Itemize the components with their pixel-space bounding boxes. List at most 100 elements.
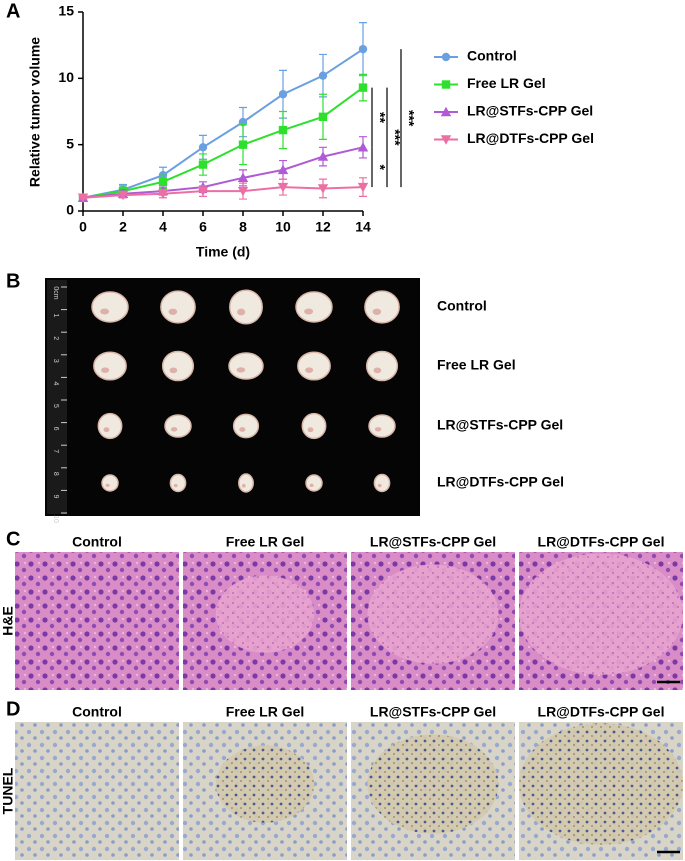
x-axis-title: Time (d) — [196, 244, 250, 260]
column-title: LR@STFs-CPP Gel — [370, 704, 496, 720]
tumor-spot — [169, 367, 178, 374]
tumor-spot — [168, 308, 178, 315]
marker — [441, 80, 451, 89]
marker — [198, 143, 208, 152]
tumor — [228, 352, 264, 380]
y-tick-label: 0 — [66, 202, 74, 218]
tumor-spot — [307, 427, 314, 433]
micrograph-region — [215, 575, 315, 653]
ruler-label: 7 — [52, 449, 59, 453]
tumor-spot — [305, 367, 314, 373]
row-label: LR@DTFs-CPP Gel — [437, 474, 564, 490]
panel-label: C — [6, 528, 20, 550]
tumor-spot — [237, 308, 246, 316]
significance-label: *** — [387, 129, 403, 146]
tumor — [373, 473, 391, 493]
marker — [278, 125, 288, 135]
marker — [440, 135, 452, 145]
x-tick-label: 14 — [355, 219, 371, 235]
tumor — [101, 474, 119, 492]
marker — [158, 177, 168, 187]
series-line — [82, 86, 364, 199]
marker — [117, 190, 129, 201]
panel-label: B — [6, 270, 20, 292]
tumor-spot — [373, 367, 382, 374]
tumor — [301, 412, 327, 440]
series-line — [82, 146, 364, 199]
tumor-spot — [304, 308, 314, 315]
tumor-spot — [105, 483, 110, 487]
legend-label: Control — [467, 48, 517, 64]
tumor — [232, 413, 260, 439]
tumor — [365, 350, 399, 382]
ruler-label: 1 — [52, 314, 59, 318]
marker — [317, 151, 329, 161]
micrograph-region — [367, 564, 499, 664]
x-tick-label: 12 — [315, 219, 331, 235]
tumor-spot — [374, 427, 382, 432]
tumor-spot — [309, 483, 314, 487]
legend-label: Free LR Gel — [467, 75, 546, 91]
tumor-spot — [101, 367, 110, 373]
ruler-label: 8 — [52, 472, 59, 476]
tumor — [295, 291, 333, 323]
ruler-label: 10 — [52, 515, 59, 523]
tumor-spot — [236, 367, 246, 373]
tumor — [93, 351, 127, 381]
micrograph-region — [519, 723, 683, 845]
marker — [277, 164, 289, 175]
marker — [237, 172, 249, 183]
tumor — [238, 473, 254, 493]
x-tick-label: 2 — [119, 219, 127, 235]
ruler-label: 4 — [52, 381, 59, 385]
legend-label: LR@STFs-CPP Gel — [467, 103, 593, 119]
marker — [237, 186, 249, 197]
x-tick-label: 6 — [199, 219, 207, 235]
ruler-label: 5 — [52, 404, 59, 408]
ruler-label: 3 — [52, 359, 59, 363]
tumor — [164, 414, 192, 438]
micrograph-region — [519, 553, 683, 675]
tumor-spot — [239, 427, 246, 432]
significance-label: *** — [401, 110, 417, 127]
tumor — [297, 351, 331, 381]
panel-label: D — [6, 698, 20, 720]
marker — [358, 83, 368, 92]
marker — [318, 112, 328, 122]
column-title: LR@STFs-CPP Gel — [370, 534, 496, 550]
y-tick-label: 15 — [58, 3, 74, 19]
tumor-spot — [170, 427, 178, 432]
x-tick-label: 10 — [275, 219, 291, 235]
x-tick-label: 0 — [79, 219, 87, 235]
y-axis-title: Relative tumor volume — [27, 37, 43, 187]
marker — [440, 106, 452, 117]
marker — [441, 52, 451, 62]
column-title: Free LR Gel — [226, 534, 305, 550]
x-tick-label: 8 — [239, 219, 247, 235]
marker — [77, 193, 89, 203]
tumor-spot — [100, 308, 110, 315]
tumor-spot — [372, 308, 382, 315]
micrograph — [15, 722, 179, 860]
tumor-spot — [103, 427, 110, 433]
marker — [358, 44, 368, 54]
marker — [277, 182, 289, 193]
tumor — [229, 289, 263, 325]
row-label: Free LR Gel — [437, 357, 516, 373]
y-tick-label: 5 — [66, 135, 74, 151]
legend-label: LR@DTFs-CPP Gel — [467, 130, 594, 146]
ruler — [47, 280, 67, 514]
row-label: TUNEL — [0, 767, 16, 814]
column-title: Control — [72, 704, 122, 720]
marker — [278, 90, 288, 99]
column-title: Free LR Gel — [226, 704, 305, 720]
ruler-label: 2 — [52, 336, 59, 340]
significance-label: ** — [372, 112, 388, 123]
panel-label: A — [6, 0, 20, 22]
micrograph — [15, 552, 179, 690]
tumor — [97, 412, 123, 440]
tumor — [305, 474, 323, 492]
x-tick-label: 4 — [159, 219, 167, 235]
tumor-spot — [242, 483, 246, 488]
